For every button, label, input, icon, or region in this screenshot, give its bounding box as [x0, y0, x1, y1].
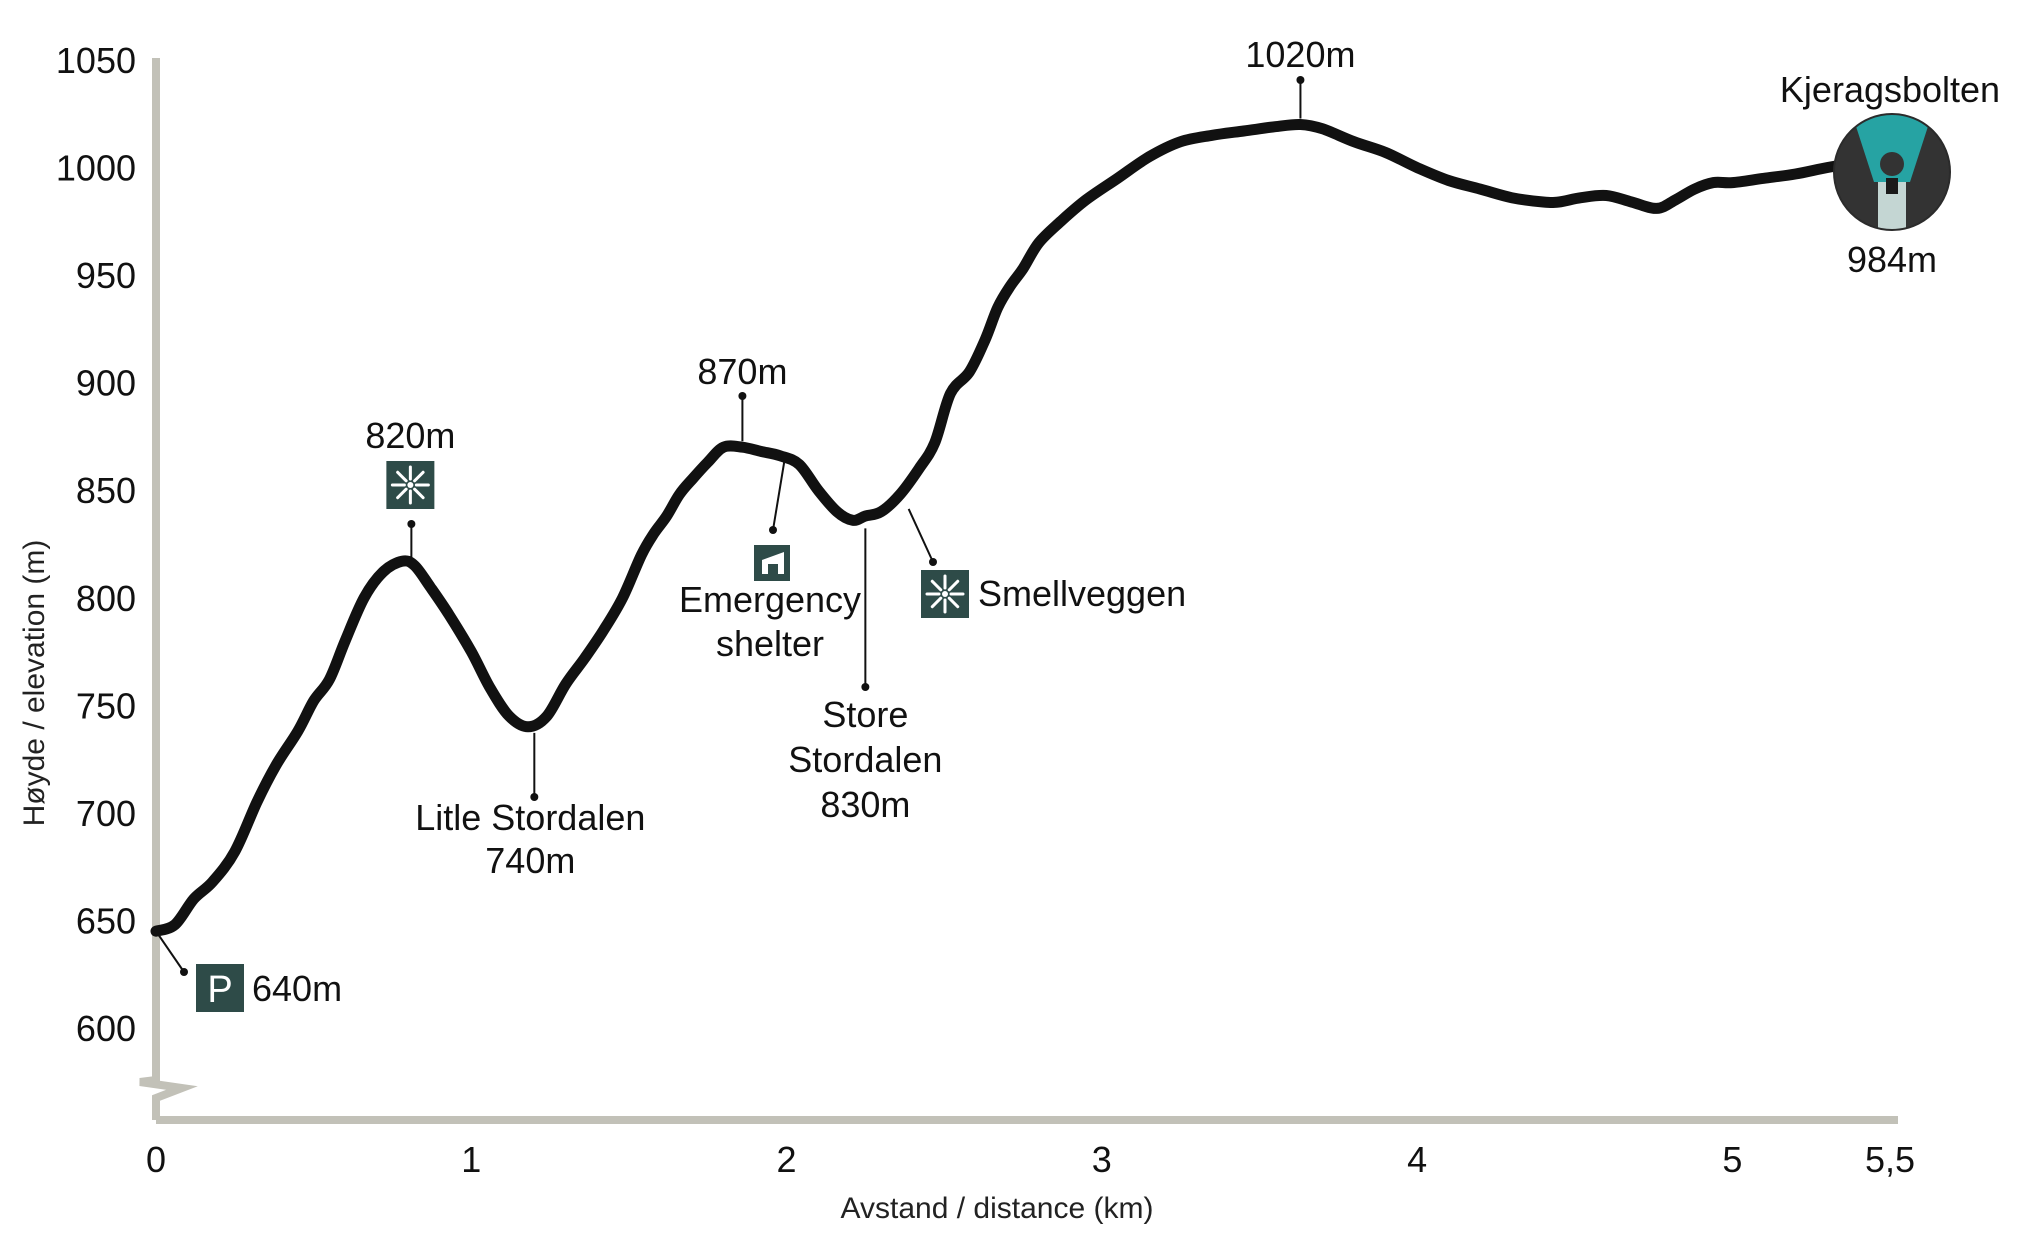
y-tick-label: 650 — [76, 900, 136, 941]
store-stordalen-elevation-label: 830m — [820, 784, 910, 825]
x-axis-title: Avstand / distance (km) — [841, 1192, 1154, 1225]
x-tick-label: 3 — [1092, 1139, 1112, 1180]
annotation-leader-dot — [929, 558, 937, 566]
y-axis-line — [139, 58, 198, 1120]
annotation-leader-dot — [861, 683, 870, 691]
tick-labels: 600 650 700 750 800 850 900 950 1000 1050 0 1 2 3 4 5 5,… — [56, 40, 1915, 1180]
kjeragsbolten-label: Kjeragsbolten — [1780, 69, 2000, 110]
y-tick-label: 1050 — [56, 40, 136, 81]
parking-icon-letter: P — [207, 969, 232, 1011]
y-tick-label: 750 — [76, 685, 136, 726]
parking-elevation-label: 640m — [252, 968, 342, 1009]
x-tick-label: 0 — [146, 1139, 166, 1180]
y-tick-label: 900 — [76, 363, 136, 404]
emergency-shelter-label-line2: shelter — [716, 623, 824, 664]
x-tick-label: 1 — [461, 1139, 481, 1180]
store-stordalen-label-line2: Stordalen — [788, 739, 942, 780]
annotation-leader-dot — [738, 392, 747, 400]
y-axis-title: Høyde / elevation (m) — [18, 540, 51, 827]
y-tick-label: 850 — [76, 470, 136, 511]
x-tick-label: 5 — [1722, 1139, 1742, 1180]
y-tick-label: 600 — [76, 1008, 136, 1049]
axis-titles: Avstand / distance (km) Høyde / elevatio… — [18, 540, 1153, 1225]
x-tick-label: 2 — [777, 1139, 797, 1180]
summit-1020-label: 1020m — [1245, 34, 1355, 75]
kjeragsbolten-elevation-label: 984m — [1847, 239, 1937, 280]
annotation-leaders — [155, 76, 1305, 976]
peak-820-label: 820m — [365, 415, 455, 456]
viewpoint-icon — [386, 461, 435, 509]
y-tick-label: 950 — [76, 255, 136, 296]
annotation-leader-dot — [180, 968, 188, 976]
annotation-leader-dot — [530, 793, 539, 801]
x-tick-label: 5,5 — [1865, 1139, 1915, 1180]
kjeragsbolten-photo-icon — [1833, 113, 1951, 231]
elevation-profile-line — [150, 118, 1858, 937]
store-stordalen-label: Store — [822, 694, 908, 735]
viewpoint-icon — [921, 570, 969, 618]
y-tick-label: 700 — [76, 793, 136, 834]
x-tick-label: 4 — [1407, 1139, 1427, 1180]
annotation-leader-dot — [769, 526, 777, 534]
annotation-leader-line — [907, 508, 934, 563]
annotation-icons: P — [196, 113, 1951, 1012]
litle-stordalen-elevation-label: 740m — [485, 840, 575, 881]
annotation-leader-dot — [1296, 76, 1305, 84]
shelter-icon — [754, 545, 790, 581]
profile-line-layer — [150, 118, 1858, 937]
parking-icon: P — [196, 964, 244, 1012]
annotation-leader-line — [155, 930, 185, 973]
peak-870-label: 870m — [697, 351, 787, 392]
smellveggen-label: Smellveggen — [978, 573, 1186, 614]
annotation-leader-line — [772, 461, 786, 531]
emergency-shelter-label: Emergency — [679, 579, 861, 620]
y-tick-label: 1000 — [56, 148, 136, 189]
y-tick-label: 800 — [76, 578, 136, 619]
annotation-leader-dot — [407, 520, 416, 528]
axes — [139, 58, 1898, 1124]
litle-stordalen-label: Litle Stordalen — [415, 797, 645, 838]
